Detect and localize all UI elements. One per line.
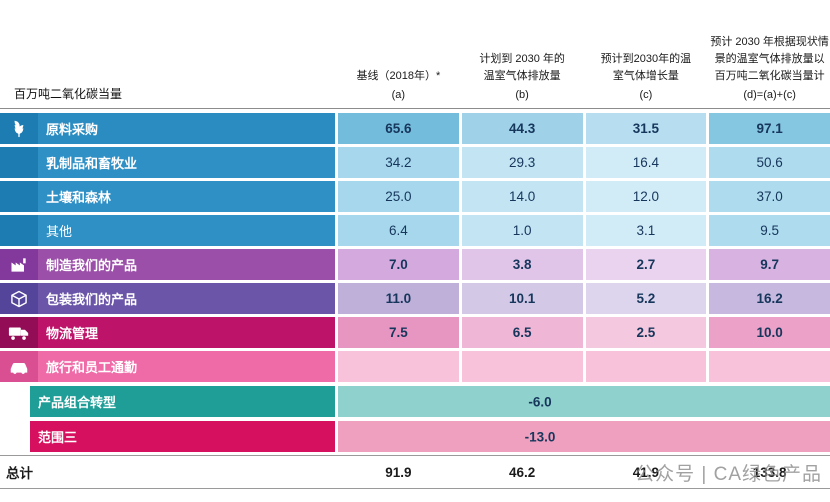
merged-value-band: -6.0 [338, 386, 830, 417]
cell-baseline [338, 351, 459, 382]
table-row: 产品组合转型 -6.0 [0, 386, 830, 417]
truck-icon [0, 317, 38, 348]
cell-planned: 10.1 [461, 283, 583, 314]
package-icon [0, 283, 38, 314]
cell-baseline: 25.0 [338, 181, 459, 212]
cell-projected: 16.2 [709, 283, 830, 314]
column-key-d: (d)=(a)+(c) [743, 88, 796, 101]
row-label: 物流管理 [38, 317, 335, 348]
column-header-line: 基线（2018年）* [356, 69, 441, 82]
cell-growth: 2.5 [585, 317, 707, 348]
table-row: 乳制品和畜牧业 34.2 29.3 16.4 50.6 [0, 147, 830, 178]
cell-baseline: 11.0 [338, 283, 459, 314]
row-label: 旅行和员工通勤 [38, 351, 335, 382]
cell-baseline: 7.0 [338, 249, 459, 280]
row-label: 范围三 [30, 421, 335, 452]
column-header-line: 预计到2030年的温 [600, 52, 692, 65]
column-headers: 基线（2018年）* (a) 计划到 2030 年的 温室气体排放量 (b) 预… [335, 34, 830, 104]
table-row: 土壤和森林 25.0 14.0 12.0 37.0 [0, 181, 830, 212]
row-label: 产品组合转型 [30, 386, 335, 417]
unit-label: 百万吨二氧化碳当量 [14, 87, 123, 101]
icon-strip [0, 181, 38, 212]
column-key-b: (b) [515, 88, 529, 101]
merged-value-band: -13.0 [338, 421, 830, 452]
cell-growth-total: 41.9 [632, 464, 660, 480]
cell-projected: 10.0 [709, 317, 830, 348]
total-row: 总计 91.9 46.2 41.9 133.8 [0, 455, 830, 489]
cell-planned: 6.5 [461, 317, 583, 348]
column-header-line: 温室气体排放量 [483, 69, 561, 82]
cell-projected: 9.5 [709, 215, 830, 246]
table-row: 范围三 -13.0 [0, 421, 830, 452]
table-row: 包装我们的产品 11.0 10.1 5.2 16.2 [0, 283, 830, 314]
cell-projected: 50.6 [709, 147, 830, 178]
cell-planned: 3.8 [461, 249, 583, 280]
column-header-growth: 预计到2030年的温 室气体增长量 (c) [586, 51, 707, 104]
cell-planned [461, 351, 583, 382]
column-header-planned: 计划到 2030 年的 温室气体排放量 (b) [462, 51, 583, 104]
icon-strip [0, 215, 38, 246]
icon-strip [0, 147, 38, 178]
cell-growth: 16.4 [585, 147, 707, 178]
merged-value: -13.0 [524, 429, 556, 444]
column-key-c: (c) [639, 88, 653, 101]
column-header-line: 百万吨二氧化碳当量计 [714, 69, 825, 82]
table-row: 物流管理 7.5 6.5 2.5 10.0 [0, 317, 830, 348]
column-header-line: 计划到 2030 年的 [479, 52, 565, 65]
cell-planned-total: 46.2 [508, 464, 536, 480]
cell-growth: 5.2 [585, 283, 707, 314]
cell-growth: 2.7 [585, 249, 707, 280]
table-row: 制造我们的产品 7.0 3.8 2.7 9.7 [0, 249, 830, 280]
table-header: 百万吨二氧化碳当量 基线（2018年）* (a) 计划到 2030 年的 温室气… [0, 0, 830, 108]
cell-growth [585, 351, 707, 382]
row-label: 乳制品和畜牧业 [38, 147, 335, 178]
wheat-icon [0, 113, 38, 144]
table-row: 旅行和员工通勤 [0, 351, 830, 382]
cell-projected-total: 133.8 [752, 464, 787, 480]
column-header-line: 预计 2030 年根据现状情 [710, 35, 829, 48]
table-row: 原料采购 65.6 44.3 31.5 97.1 [0, 113, 830, 144]
cell-baseline-total: 91.9 [385, 464, 412, 480]
cell-planned: 1.0 [461, 215, 583, 246]
cell-projected: 97.1 [709, 113, 830, 144]
cell-growth: 31.5 [585, 113, 707, 144]
column-header-line: 景的温室气体排放量以 [714, 52, 825, 65]
merged-value: -6.0 [528, 394, 552, 409]
cell-projected: 37.0 [709, 181, 830, 212]
cell-planned: 29.3 [461, 147, 583, 178]
emissions-table: 原料采购 65.6 44.3 31.5 97.1 乳制品和畜牧业 34.2 29… [0, 108, 830, 489]
row-label: 原料采购 [38, 113, 335, 144]
total-label: 总计 [6, 466, 33, 481]
car-icon [0, 351, 38, 382]
cell-planned: 44.3 [461, 113, 583, 144]
column-header-baseline: 基线（2018年）* (a) [338, 68, 459, 104]
column-header-projected: 预计 2030 年根据现状情 景的温室气体排放量以 百万吨二氧化碳当量计 (d)… [709, 34, 830, 104]
table-row: 其他 6.4 1.0 3.1 9.5 [0, 215, 830, 246]
cell-baseline: 7.5 [338, 317, 459, 348]
cell-planned: 14.0 [461, 181, 583, 212]
factory-icon [0, 249, 38, 280]
row-label: 土壤和森林 [38, 181, 335, 212]
cell-growth: 3.1 [585, 215, 707, 246]
cell-baseline: 34.2 [338, 147, 459, 178]
column-key-a: (a) [391, 88, 406, 101]
row-label: 其他 [38, 215, 335, 246]
cell-baseline: 6.4 [338, 215, 459, 246]
cell-projected: 9.7 [709, 249, 830, 280]
row-label: 包装我们的产品 [38, 283, 335, 314]
cell-baseline: 65.6 [338, 113, 459, 144]
row-label: 制造我们的产品 [38, 249, 335, 280]
cell-growth: 12.0 [585, 181, 707, 212]
cell-projected [709, 351, 830, 382]
column-header-line: 室气体增长量 [612, 69, 679, 82]
